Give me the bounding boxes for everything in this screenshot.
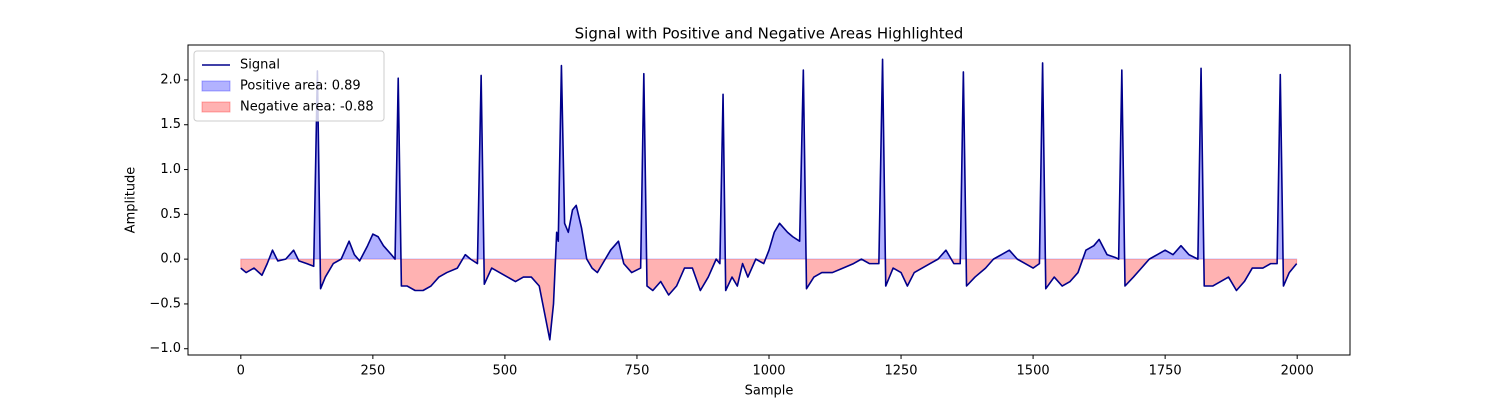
x-tick-label: 1250 [884,364,917,379]
y-axis-label: Amplitude [124,167,139,234]
x-tick-label: 1500 [1017,364,1050,379]
x-axis-label: Sample [745,384,794,399]
x-tick-label: 250 [360,364,385,379]
legend-box [193,50,385,122]
chart-title: Signal with Positive and Negative Areas … [575,25,964,43]
x-tick-label: 2000 [1281,364,1314,379]
y-tick-label: −1.0 [149,341,181,356]
signal-line [240,58,1298,341]
legend-swatch [201,101,231,113]
x-tick-label: 500 [492,364,517,379]
legend-swatch [201,80,231,92]
legend-label: Signal [240,58,280,73]
x-tick-label: 750 [625,364,650,379]
y-tick-label: 0.5 [160,207,181,222]
y-tick-label: −0.5 [149,296,181,311]
y-tick-label: 0.0 [160,252,181,267]
x-tick-label: 0 [237,364,245,379]
legend-label: Negative area: -0.88 [240,100,374,115]
legend-label: Positive area: 0.89 [240,79,361,94]
x-tick-label: 1000 [752,364,785,379]
y-tick-label: 2.0 [160,72,181,87]
y-tick-label: 1.5 [160,117,181,132]
y-tick-label: 1.0 [160,162,181,177]
x-tick-label: 1750 [1149,364,1182,379]
